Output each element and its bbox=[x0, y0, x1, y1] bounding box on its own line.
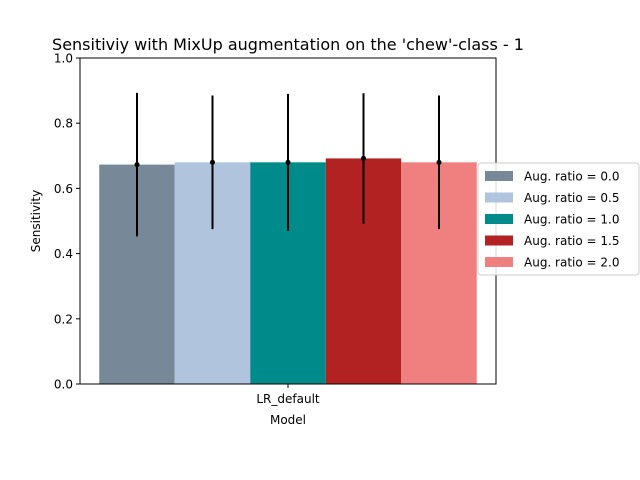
y-tick-label-1: 0.2 bbox=[54, 312, 73, 326]
legend-swatch-4 bbox=[485, 257, 513, 267]
x-axis-label: Model bbox=[270, 413, 306, 427]
legend-label-3: Aug. ratio = 1.5 bbox=[524, 234, 620, 248]
y-tick-label-5: 1.0 bbox=[54, 52, 73, 66]
legend-swatch-1 bbox=[485, 192, 513, 203]
y-tick-label-4: 0.8 bbox=[54, 117, 73, 131]
legend-label-4: Aug. ratio = 2.0 bbox=[524, 256, 620, 270]
legend-label-2: Aug. ratio = 1.0 bbox=[524, 213, 620, 227]
legend-swatch-0 bbox=[485, 171, 513, 181]
x-axis: LR_default bbox=[256, 384, 320, 406]
y-axis: 0.0 0.2 0.4 0.6 0.8 1.0 bbox=[54, 52, 80, 392]
y-tick-label-2: 0.4 bbox=[54, 247, 73, 261]
chart-title: Sensitiviy with MixUp augmentation on th… bbox=[52, 35, 524, 54]
y-tick-label-0: 0.0 bbox=[54, 378, 73, 392]
legend-swatch-3 bbox=[485, 235, 513, 246]
legend-swatch-2 bbox=[485, 214, 513, 224]
legend: Aug. ratio = 0.0 Aug. ratio = 0.5 Aug. rat… bbox=[477, 162, 640, 276]
mean-point-2 bbox=[285, 159, 291, 165]
mean-point-4 bbox=[436, 159, 442, 165]
y-tick-label-3: 0.6 bbox=[54, 182, 73, 196]
legend-label-1: Aug. ratio = 0.5 bbox=[524, 191, 620, 205]
mean-point-3 bbox=[361, 155, 366, 161]
mean-point-1 bbox=[210, 159, 215, 165]
legend-frame bbox=[477, 162, 640, 276]
y-axis-label: Sensitivity bbox=[29, 190, 43, 252]
mean-point-0 bbox=[134, 162, 140, 168]
error-bars-group bbox=[134, 92, 442, 237]
x-tick-label-0: LR_default bbox=[256, 392, 320, 406]
legend-label-0: Aug. ratio = 0.0 bbox=[524, 170, 620, 184]
